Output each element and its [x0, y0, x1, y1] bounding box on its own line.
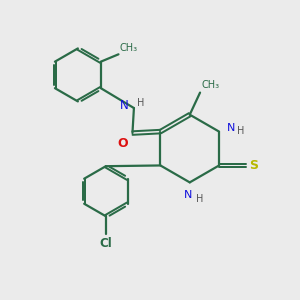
- Text: H: H: [137, 98, 145, 108]
- Text: H: H: [237, 126, 245, 136]
- Text: N: N: [120, 99, 129, 112]
- Text: S: S: [249, 159, 258, 172]
- Text: Cl: Cl: [100, 237, 112, 250]
- Text: CH₃: CH₃: [202, 80, 220, 90]
- Text: N: N: [227, 123, 236, 133]
- Text: H: H: [196, 194, 203, 204]
- Text: N: N: [184, 190, 193, 200]
- Text: O: O: [117, 136, 128, 150]
- Text: CH₃: CH₃: [120, 43, 138, 53]
